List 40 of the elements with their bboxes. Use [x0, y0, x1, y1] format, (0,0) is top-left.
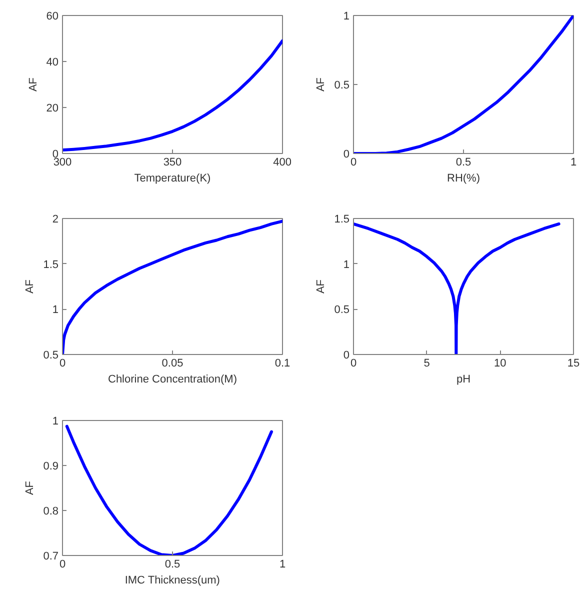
y-tick-label: 0.5: [334, 304, 350, 316]
y-tick-label: 40: [46, 56, 59, 68]
x-tick-label: 400: [273, 156, 292, 168]
x-axis-title: Temperature(K): [134, 172, 211, 184]
y-tick-label: 1.5: [334, 214, 350, 226]
y-tick-label: 1: [52, 304, 59, 316]
x-axis-title: IMC Thickness(um): [124, 574, 220, 586]
x-tick-label: 10: [494, 358, 506, 370]
x-tick-label: 300: [53, 156, 72, 168]
x-tick-label: 15: [567, 358, 580, 370]
x-tick-label: 1: [279, 558, 286, 570]
y-tick-label: 60: [46, 10, 59, 22]
x-axis-title: Chlorine Concentration(M): [108, 374, 237, 386]
y-tick-label: 1: [343, 10, 350, 22]
x-tick-label: 0.1: [274, 358, 290, 370]
x-tick-label: 1: [570, 156, 577, 168]
y-tick-label: 0.5: [43, 350, 59, 362]
x-tick-label: 0.5: [456, 156, 472, 168]
y-tick-label: 2: [52, 214, 59, 226]
y-tick-label: 20: [46, 102, 59, 114]
x-tick-label: 0.05: [162, 358, 184, 370]
y-tick-label: 0.7: [43, 550, 59, 562]
y-tick-label: 0.5: [334, 80, 350, 92]
y-tick-label: 1: [52, 416, 59, 428]
y-tick-label: 0.9: [43, 460, 59, 472]
y-axis-title: AF: [27, 77, 40, 92]
y-tick-label: 1.5: [43, 258, 59, 271]
y-axis-title: AF: [24, 480, 36, 496]
y-axis-title: AF: [315, 77, 328, 92]
y-axis-title: AF: [315, 279, 328, 294]
x-axis-title: pH: [456, 374, 471, 386]
x-tick-label: 0.5: [164, 558, 180, 570]
y-tick-label: 0: [343, 148, 350, 160]
y-tick-label: 0.8: [43, 506, 59, 518]
x-axis-title: RH(%): [447, 172, 480, 184]
y-tick-label: 0: [343, 350, 350, 362]
x-tick-label: 350: [163, 156, 182, 168]
x-tick-label: 5: [424, 358, 430, 370]
y-tick-label: 1: [343, 258, 350, 271]
y-axis-title: AF: [24, 279, 36, 294]
